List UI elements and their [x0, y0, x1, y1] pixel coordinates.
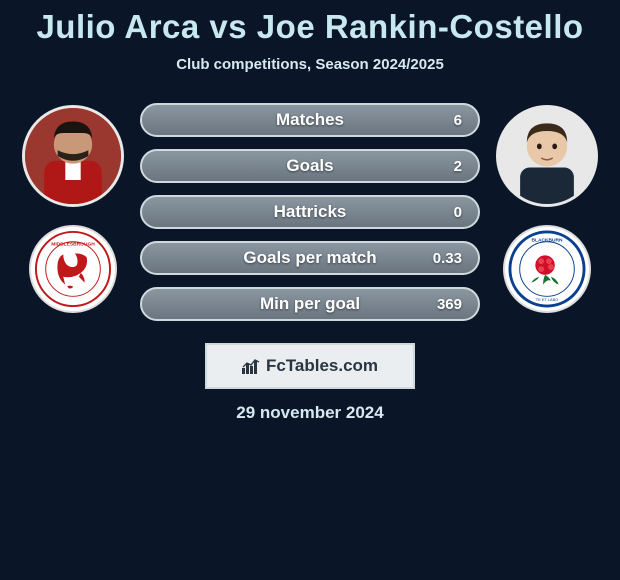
chart-icon: [242, 358, 262, 374]
club-badge-left: MIDDLESBROUGH: [29, 225, 117, 313]
brand-text: FcTables.com: [266, 356, 378, 376]
club-badge-right: BLACKBURN TE ET LABO: [503, 225, 591, 313]
stat-label: Goals per match: [243, 248, 376, 268]
person-icon: [499, 108, 595, 204]
stat-label: Min per goal: [260, 294, 360, 314]
stat-value-right: 0.33: [432, 250, 462, 267]
date-text: 29 november 2024: [236, 403, 383, 423]
player-avatar-left: [22, 105, 124, 207]
person-icon: [25, 108, 121, 204]
stat-label: Matches: [276, 110, 344, 130]
stat-label: Hattricks: [274, 202, 347, 222]
stat-bar-hattricks: Hattricks 0: [140, 195, 480, 229]
infographic-container: Julio Arca vs Joe Rankin-Costello Club c…: [0, 0, 620, 423]
left-column: MIDDLESBROUGH: [18, 103, 128, 313]
stat-value-right: 369: [432, 296, 462, 313]
player-avatar-right: [496, 105, 598, 207]
svg-text:BLACKBURN: BLACKBURN: [531, 238, 563, 244]
svg-text:TE ET LABO: TE ET LABO: [536, 297, 558, 302]
stat-label: Goals: [286, 156, 333, 176]
club-crest-icon: MIDDLESBROUGH: [34, 230, 112, 308]
stat-bar-min-per-goal: Min per goal 369: [140, 287, 480, 321]
page-title: Julio Arca vs Joe Rankin-Costello: [36, 8, 583, 46]
stat-bar-matches: Matches 6: [140, 103, 480, 137]
main-row: MIDDLESBROUGH Matches 6 Goals 2 Hattrick…: [0, 103, 620, 321]
club-crest-icon: BLACKBURN TE ET LABO: [508, 230, 586, 308]
stat-value-right: 0: [432, 204, 462, 221]
svg-text:MIDDLESBROUGH: MIDDLESBROUGH: [51, 242, 95, 248]
brand-logo-box: FcTables.com: [205, 343, 415, 389]
subtitle: Club competitions, Season 2024/2025: [176, 56, 444, 73]
stat-value-right: 6: [432, 112, 462, 129]
stat-bar-goals-per-match: Goals per match 0.33: [140, 241, 480, 275]
stat-value-right: 2: [432, 158, 462, 175]
stat-bar-goals: Goals 2: [140, 149, 480, 183]
stats-column: Matches 6 Goals 2 Hattricks 0 Goals per …: [140, 103, 480, 321]
right-column: BLACKBURN TE ET LABO: [492, 103, 602, 313]
